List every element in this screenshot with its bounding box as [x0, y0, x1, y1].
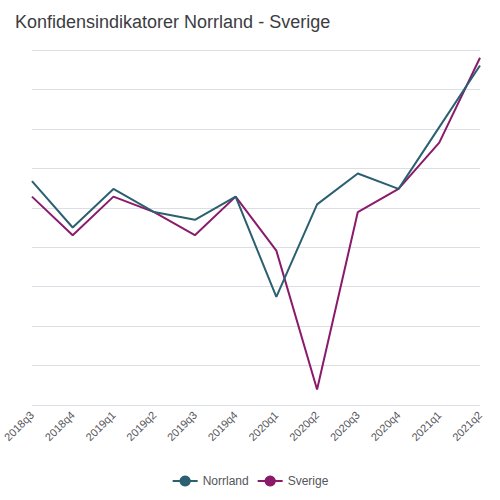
svg-text:2019q2: 2019q2 [124, 409, 158, 443]
svg-text:Norrland: Norrland [203, 474, 249, 488]
svg-text:2020q4: 2020q4 [368, 409, 402, 443]
svg-text:2020q2: 2020q2 [287, 409, 321, 443]
svg-text:Sverige: Sverige [288, 474, 329, 488]
svg-text:2019q4: 2019q4 [205, 409, 239, 443]
svg-text:2020q1: 2020q1 [246, 409, 280, 443]
svg-text:2020q3: 2020q3 [328, 409, 362, 443]
svg-text:2019q3: 2019q3 [165, 409, 199, 443]
svg-text:2021q1: 2021q1 [409, 409, 443, 443]
svg-text:2018q4: 2018q4 [43, 409, 77, 443]
svg-text:2019q1: 2019q1 [83, 409, 117, 443]
svg-text:2021q2: 2021q2 [450, 409, 484, 443]
svg-text:2018q3: 2018q3 [2, 409, 36, 443]
svg-text:Konfidensindikatorer Norrland: Konfidensindikatorer Norrland - Sverige [15, 12, 330, 32]
